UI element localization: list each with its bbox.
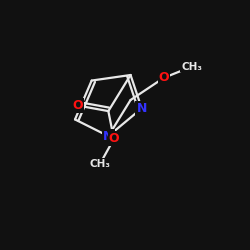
Text: O: O	[108, 132, 119, 145]
Text: CH₃: CH₃	[181, 62, 202, 72]
Text: O: O	[158, 71, 169, 84]
Text: N: N	[103, 130, 114, 142]
Text: CH₃: CH₃	[90, 159, 110, 169]
Text: N: N	[136, 102, 147, 115]
Text: O: O	[72, 99, 83, 112]
